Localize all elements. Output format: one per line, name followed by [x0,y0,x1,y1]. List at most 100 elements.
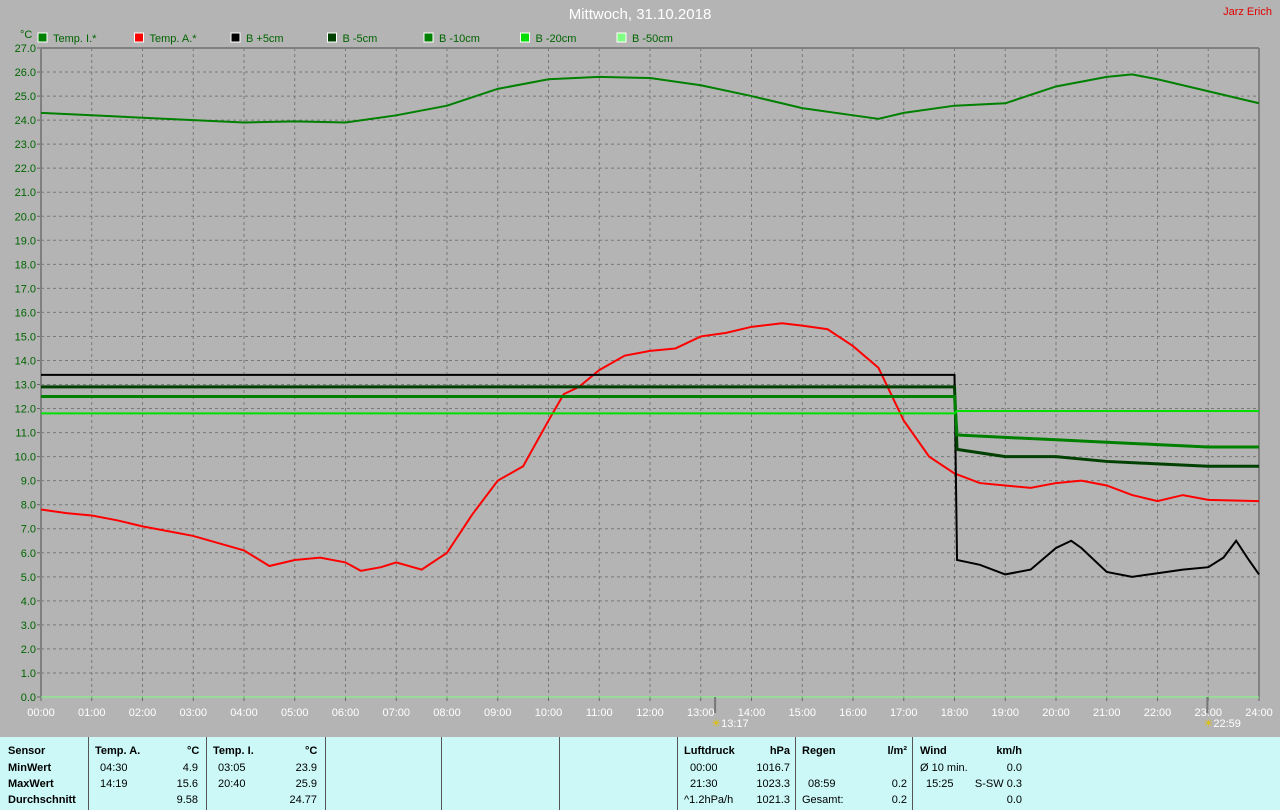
x-tick-label: 06:00 [332,707,360,719]
legend-swatch [37,32,48,43]
pressure-avg: 1021.3 [756,794,790,806]
y-tick-label: 3.0 [21,620,36,632]
y-tick-label: 4.0 [21,596,36,608]
temperature-chart: 0.0 1.0 2.0 3.0 4.0 5.0 6.0 7.0 8.0 9.0 10.0 11.0 12… [15,29,1273,730]
temp-a-max: 15.6 [176,778,198,790]
pressure-max-time: 21:30 [690,778,718,790]
temp-a-unit: °C [187,745,200,757]
wind-max: S-SW 0.3 [974,778,1022,790]
y-tick-label: 1.0 [21,668,36,680]
marker-label: 22:59 [1213,718,1241,730]
legend-label: B -10cm [439,33,480,45]
temp-a-avg: 9.58 [176,794,198,806]
x-tick-label: 12:00 [636,707,664,719]
series-line [41,373,1260,578]
y-tick-label: 15.0 [15,331,36,343]
y-tick-label: 12.0 [15,404,36,416]
y-axis-unit: °C [20,29,32,41]
marker-label: 13:17 [721,718,749,730]
chart-title: Mittwoch, 31.10.2018 [568,6,712,23]
x-tick-label: 10:00 [535,707,563,719]
temp-a-max-time: 14:19 [100,778,128,790]
temp-a-header: Temp. A. [95,745,141,757]
temp-i-min-time: 03:05 [218,762,246,774]
max-label: MaxWert [8,778,54,790]
y-tick-label: 20.0 [15,211,36,223]
y-tick-label: 6.0 [21,548,36,560]
sun-icon: ☀ [1203,717,1213,730]
y-tick-label: 18.0 [15,259,36,271]
x-tick-label: 15:00 [788,707,816,719]
legend-label: B -20cm [536,33,577,45]
rain-total: 0.2 [891,794,907,806]
legend-swatch [423,32,434,43]
x-tick-label: 03:00 [179,707,207,719]
series-line [41,409,1259,415]
legend-swatch [327,32,337,43]
x-tick-label: 22:00 [1144,707,1172,719]
y-tick-label: 19.0 [15,235,36,247]
temp-i-max: 25.9 [295,778,317,790]
temp-i-avg: 24.77 [289,794,317,806]
y-tick-label: 0.0 [21,692,36,704]
legend-swatch [520,32,530,43]
pressure-header: Luftdruck [684,745,735,757]
y-tick-label: 9.0 [21,476,36,488]
y-tick-label: 13.0 [15,380,36,392]
x-tick-label: 21:00 [1093,707,1121,719]
legend-label: B -5cm [343,33,378,45]
legend-label: Temp. I.* [53,33,97,45]
temp-i-min: 23.9 [295,762,317,774]
temp-i-unit: °C [305,745,318,757]
x-tick-label: 07:00 [382,707,410,719]
y-tick-label: 27.0 [15,43,36,55]
x-tick-label: 19:00 [991,707,1019,719]
wind-max-time: 15:25 [926,778,954,790]
y-tick-label: 26.0 [15,67,36,79]
series-line [40,322,1260,572]
legend-swatch [230,32,241,43]
legend-label: Temp. A.* [150,33,198,45]
x-tick-label: 05:00 [281,707,309,719]
x-tick-label: 20:00 [1042,707,1070,719]
y-tick-label: 25.0 [15,91,36,103]
temp-i-max-time: 20:40 [218,778,246,790]
x-tick-label: 09:00 [484,707,512,719]
y-tick-label: 14.0 [15,355,36,367]
y-tick-label: 8.0 [21,500,36,512]
rain-header: Regen [802,745,836,757]
temp-i-header: Temp. I. [213,745,254,757]
x-tick-label: 02:00 [129,707,157,719]
x-tick-label: 01:00 [78,707,106,719]
legend-swatch [616,32,627,43]
pressure-max: 1023.3 [756,778,790,790]
y-tick-label: 21.0 [15,187,36,199]
y-tick-label: 23.0 [15,139,36,151]
x-tick-label: 18:00 [941,707,969,719]
x-tick-label: 24:00 [1245,707,1273,719]
y-tick-label: 17.0 [15,283,36,295]
x-tick-label: 17:00 [890,707,918,719]
legend-label: B -50cm [632,33,673,45]
rain-max-time: 08:59 [808,778,836,790]
legend-label: B +5cm [246,33,284,45]
min-label: MinWert [8,762,52,774]
x-tick-label: 04:00 [230,707,258,719]
pressure-min: 1016.7 [756,762,790,774]
x-tick-label: 00:00 [27,707,55,719]
wind-avg-label: Ø 10 min. [920,762,968,774]
y-tick-label: 24.0 [15,115,36,127]
sensor-header: Sensor [8,745,46,757]
legend-swatch [134,32,144,43]
temp-a-min-time: 04:30 [100,762,128,774]
wind-avg: 0.0 [1006,762,1022,774]
y-tick-label: 2.0 [21,644,36,656]
x-tick-label: 13:00 [687,707,715,719]
wind-header: Wind [920,745,947,757]
pressure-trend: ^1.2hPa/h [684,794,734,806]
wind-unit: km/h [996,745,1022,757]
y-tick-label: 16.0 [15,307,36,319]
stats-panel: Sensor MinWert MaxWert Durchschnitt Temp… [0,737,1280,810]
rain-unit: l/m² [887,745,907,757]
x-tick-label: 16:00 [839,707,867,719]
